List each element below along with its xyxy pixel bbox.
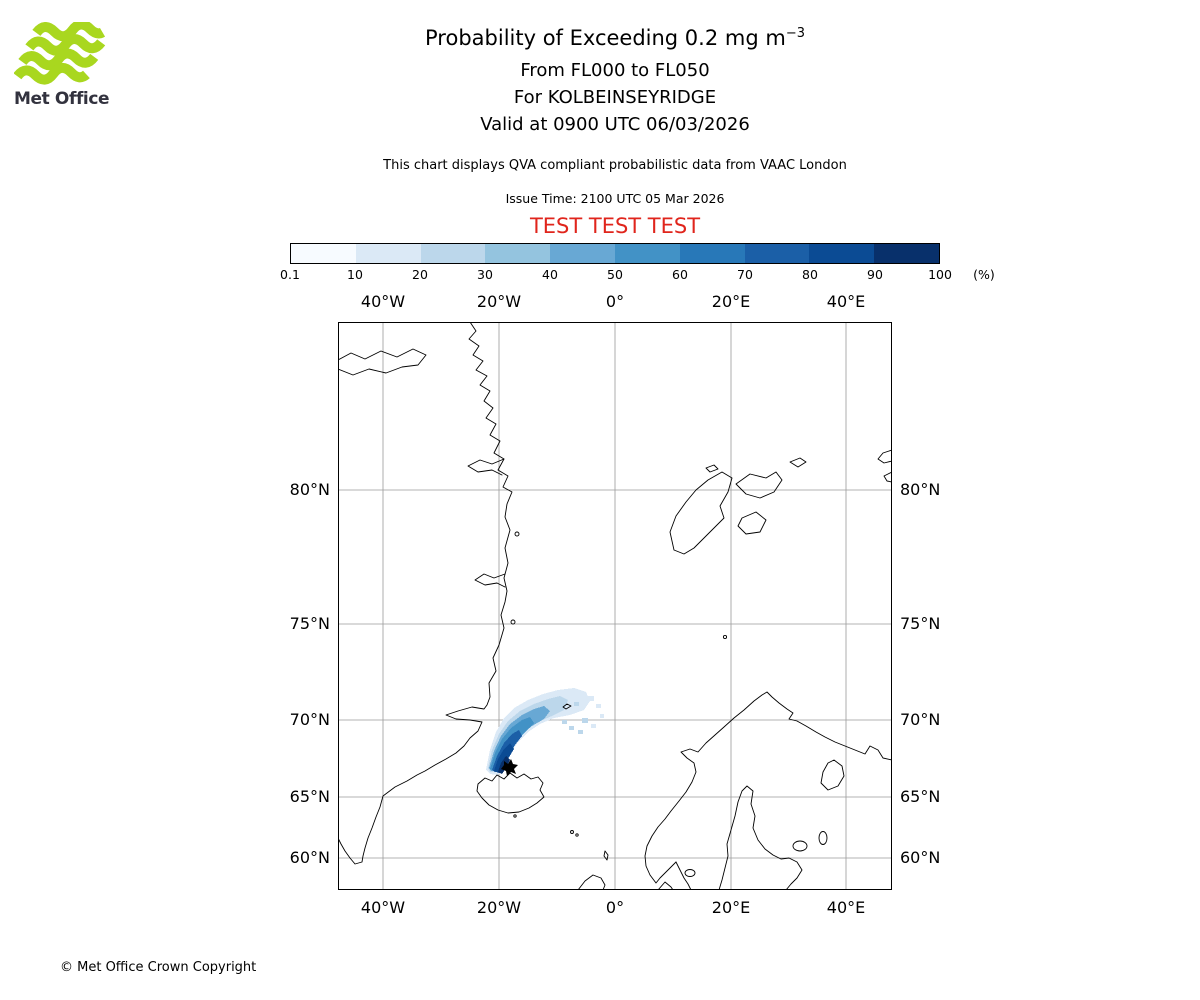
met-office-logo: Met Office [14, 22, 122, 109]
page-title-superscript: −3 [785, 26, 805, 41]
colorbar-bar [290, 243, 940, 264]
colorbar-tick: 0.1 [280, 267, 300, 282]
title-block: Probability of Exceeding 0.2 mg m−3 From… [30, 26, 1200, 138]
lat-label-left: 80°N [289, 480, 330, 499]
map-gridlines [338, 322, 892, 890]
faroe-islands [575, 833, 579, 837]
greenland-fjords-north [338, 348, 427, 376]
franz-josef-land [883, 471, 892, 483]
svalbard-spitsbergen [669, 471, 733, 555]
iceland-coast [476, 772, 545, 814]
volcano-marker [501, 759, 518, 776]
colorbar-cell [420, 244, 486, 263]
lat-label-right: 80°N [900, 480, 941, 499]
issue-time: Issue Time: 2100 UTC 05 Mar 2026 [505, 191, 725, 206]
colorbar-tick: 10 [347, 267, 363, 282]
lat-label-left: 70°N [289, 710, 330, 729]
lon-label-bottom: 20°W [476, 898, 522, 917]
colorbar-cell [744, 244, 810, 263]
colorbar-tick: 90 [867, 267, 883, 282]
lon-label-bottom: 40°W [360, 898, 406, 917]
colorbar-cell [809, 244, 875, 263]
greenland-offshore-island [510, 619, 516, 625]
lat-label-left: 75°N [289, 614, 330, 633]
colorbar-cell [485, 244, 551, 263]
colorbar-tick: 70 [737, 267, 753, 282]
colorbar-tick: 100 [928, 267, 952, 282]
svalbard-kvitoya [789, 457, 807, 468]
colorbar-tick: 20 [412, 267, 428, 282]
lon-label-bottom: 0° [605, 898, 625, 917]
sweden-west-coast [675, 861, 692, 890]
colorbar: 0.1 10 20 30 40 50 60 70 80 90 100 (%) [280, 243, 995, 283]
lon-label-top: 0° [605, 292, 625, 311]
lat-label-right: 75°N [900, 614, 941, 633]
map: 40°W 20°W 0° 20°E 40°E 40°W 20°W 0° 20°E… [290, 292, 941, 917]
subtitle-volcano: For KOLBEINSEYRIDGE [513, 87, 717, 108]
lon-label-bottom: 20°E [711, 898, 751, 917]
lat-label-left: 65°N [289, 787, 330, 806]
colorbar-tick: 60 [672, 267, 688, 282]
coastlines [338, 322, 892, 890]
map-border [338, 322, 892, 890]
lon-label-top: 40°E [826, 292, 866, 311]
norway-kola-coast [644, 691, 892, 884]
subtitle-flight-levels: From FL000 to FL050 [520, 60, 710, 81]
colorbar-cell [679, 244, 745, 263]
baltic-bothnia-coast [718, 785, 803, 890]
white-sea [820, 759, 845, 791]
colorbar-cell [291, 244, 356, 263]
lat-label-right: 65°N [900, 787, 941, 806]
svalbard-small-island [705, 464, 719, 473]
copyright-notice: © Met Office Crown Copyright [60, 960, 257, 975]
colorbar-cell [355, 244, 421, 263]
greenland-offshore-island [514, 531, 520, 537]
colorbar-tick: 30 [477, 267, 493, 282]
qva-note: This chart displays QVA compliant probab… [383, 158, 847, 173]
svalbard-nordaustlandet [735, 471, 783, 499]
colorbar-cell [874, 244, 939, 263]
faroe-islands [570, 830, 574, 834]
colorbar-cell [614, 244, 680, 263]
lon-label-top: 40°W [360, 292, 406, 311]
bear-island [722, 634, 728, 640]
colorbar-tick: 40 [542, 267, 558, 282]
greenland-coast [338, 322, 513, 865]
jan-mayen-island [562, 703, 572, 710]
shetland-islands [603, 850, 609, 861]
vestmannaeyjar-island [513, 814, 517, 818]
met-office-waves-icon [14, 22, 106, 85]
page-title-text: Probability of Exceeding 0.2 mg m [425, 26, 786, 50]
lon-label-top: 20°W [476, 292, 522, 311]
lake-vanern [684, 869, 696, 877]
colorbar-tick: 80 [802, 267, 818, 282]
test-banner: TEST TEST TEST [529, 214, 701, 238]
map-canvas [338, 322, 892, 890]
subtitle-valid-time: Valid at 0900 UTC 06/03/2026 [480, 114, 750, 135]
scotland-coast [577, 874, 606, 890]
colorbar-unit: (%) [973, 267, 995, 282]
lake-ladoga [792, 840, 808, 852]
lake-onega [818, 831, 828, 845]
lon-label-top: 20°E [711, 292, 751, 311]
colorbar-ticks: 0.1 10 20 30 40 50 60 70 80 90 100 (%) [280, 267, 995, 283]
lat-label-right: 60°N [900, 848, 941, 867]
svalbard-edgeoya [737, 511, 767, 535]
greenland-fjords [467, 458, 505, 476]
ash-plume [486, 688, 604, 775]
met-office-logo-text: Met Office [14, 89, 110, 109]
lat-label-right: 70°N [900, 710, 941, 729]
greenland-fjords-2 [474, 573, 506, 588]
page-title: Probability of Exceeding 0.2 mg m−3 [30, 26, 1200, 50]
lat-label-left: 60°N [289, 848, 330, 867]
denmark-tip [657, 881, 674, 890]
lon-label-bottom: 40°E [826, 898, 866, 917]
colorbar-tick: 50 [607, 267, 623, 282]
colorbar-cell [550, 244, 615, 263]
franz-josef-land [877, 449, 892, 464]
